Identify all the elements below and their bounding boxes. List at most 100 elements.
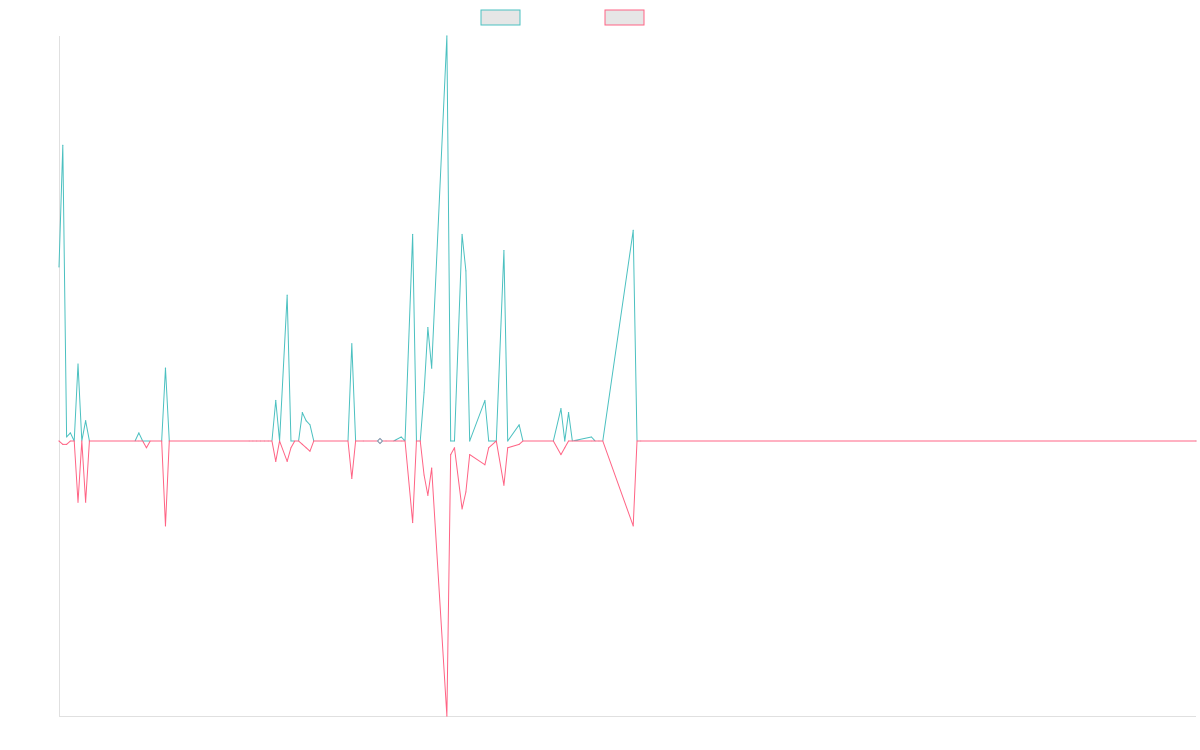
series-2-point xyxy=(313,440,315,442)
series-2-point xyxy=(271,440,273,442)
series-1-point xyxy=(469,440,471,442)
series-2-point xyxy=(503,484,505,486)
series-2-point xyxy=(301,443,303,445)
series-2-point xyxy=(134,440,136,442)
series-2-point xyxy=(484,464,486,466)
series-1-point xyxy=(465,270,467,272)
series-2-point xyxy=(88,440,91,442)
series-2-point xyxy=(347,440,349,442)
series-2-point xyxy=(142,440,144,442)
series-1-point xyxy=(590,436,592,438)
series-2-point xyxy=(412,521,414,524)
legend xyxy=(480,9,645,26)
series-2-point xyxy=(145,447,148,449)
series-2-point xyxy=(248,440,250,442)
series-1-point xyxy=(461,233,463,236)
series-2-point xyxy=(256,440,258,442)
series-2-point xyxy=(400,440,402,442)
series-2-line xyxy=(58,440,1196,717)
series-2-point xyxy=(594,440,596,442)
legend-swatch xyxy=(480,9,521,26)
series-layer xyxy=(58,35,1197,717)
series-2-point xyxy=(488,447,490,449)
series-2-point xyxy=(62,443,64,445)
series-2-point xyxy=(161,440,163,442)
legend-item-1[interactable] xyxy=(480,9,521,26)
series-1-point xyxy=(400,436,402,438)
series-2-point xyxy=(404,440,406,442)
series-1-point xyxy=(138,432,140,434)
series-2-point xyxy=(560,453,562,456)
series-2-point xyxy=(66,443,68,445)
series-1-point xyxy=(309,424,311,426)
series-2-point xyxy=(85,501,87,503)
series-1-point xyxy=(488,440,490,442)
series-2-point xyxy=(590,440,592,442)
legend-item-2[interactable] xyxy=(604,9,645,26)
series-2-point xyxy=(259,440,262,442)
series-1-point xyxy=(427,327,429,329)
series-2-point xyxy=(278,440,281,442)
series-1-point xyxy=(66,436,68,438)
series-1-point xyxy=(58,266,60,268)
series-2-point xyxy=(640,440,642,442)
series-1-point xyxy=(518,424,520,426)
series-2-point xyxy=(168,440,170,442)
series-2-point xyxy=(571,440,573,442)
series-2-point xyxy=(419,440,421,442)
series-1-point xyxy=(507,440,509,442)
series-1-point xyxy=(305,420,307,422)
series-1-point xyxy=(286,294,288,296)
series-1-point xyxy=(275,399,277,402)
series-2-point xyxy=(450,453,452,456)
series-2-point xyxy=(461,508,463,510)
legend-swatch xyxy=(604,9,645,26)
series-2-point xyxy=(309,450,311,452)
series-2-point xyxy=(275,460,277,462)
series-2-point xyxy=(507,447,509,449)
series-2-point xyxy=(518,443,520,445)
series-2-point xyxy=(1195,440,1197,442)
series-2-point xyxy=(469,453,471,456)
series-1 xyxy=(58,35,1197,442)
series-1-point xyxy=(301,412,303,414)
series-2-point xyxy=(267,440,269,442)
baseline-marker xyxy=(376,437,384,445)
series-2-point xyxy=(453,447,456,449)
axes xyxy=(59,36,1196,717)
series-2-point xyxy=(552,440,554,442)
series-1-point xyxy=(564,440,566,442)
series-2-point xyxy=(294,440,296,442)
series-2-point xyxy=(297,440,300,442)
series-1-point xyxy=(77,363,79,365)
series-1-point xyxy=(484,399,486,402)
series-2-point xyxy=(423,474,425,476)
series-1-point xyxy=(69,432,72,434)
series-1-point xyxy=(450,440,452,442)
series-1-point xyxy=(560,408,562,410)
series-1-point xyxy=(412,233,414,236)
series-2-point xyxy=(446,715,448,717)
series-1-point xyxy=(351,343,353,345)
series-2-point xyxy=(431,467,433,469)
series-2-point xyxy=(351,477,353,479)
series-1-point xyxy=(503,250,505,252)
series-2-point xyxy=(362,440,364,442)
series-2-point xyxy=(252,440,254,442)
series-1-point xyxy=(446,35,448,37)
series-2-point xyxy=(263,440,265,442)
series-2-point xyxy=(385,440,387,442)
series-2-point xyxy=(58,440,60,442)
series-2-point xyxy=(149,440,151,442)
series-1-point xyxy=(62,144,64,146)
series-2-point xyxy=(81,440,83,442)
series-2-point xyxy=(427,494,429,496)
series-2-point xyxy=(138,440,140,442)
series-1-point xyxy=(85,420,87,422)
series-1-line xyxy=(58,35,1196,442)
series-2-point xyxy=(465,491,467,493)
series-2-point xyxy=(598,440,600,442)
series-2-point xyxy=(290,447,292,449)
series-2-point xyxy=(286,460,288,462)
